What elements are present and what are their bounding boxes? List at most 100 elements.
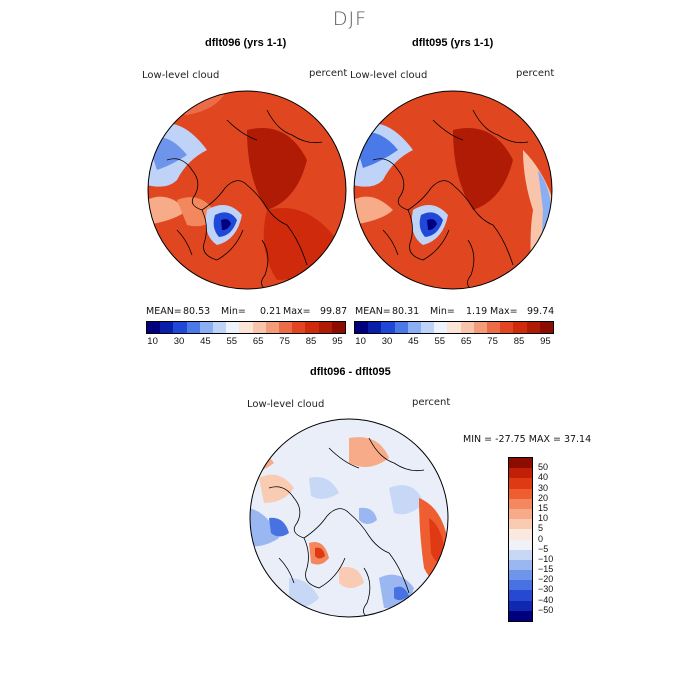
panel2-title: dflt095 (yrs 1-1) — [412, 37, 494, 49]
colorbar-tick-label: 65 — [252, 336, 264, 347]
colorbar-swatch — [434, 322, 448, 333]
colorbar-swatch — [509, 498, 532, 509]
diff-polar-map — [249, 418, 449, 618]
colorbar-swatch — [331, 322, 346, 333]
colorbar-swatch — [509, 610, 532, 621]
colorbar-tick-label: 95 — [540, 336, 551, 347]
panel2-min-value: 1.19 — [466, 306, 488, 317]
colorbar-swatch — [421, 322, 435, 333]
colorbar-swatch — [539, 322, 554, 333]
colorbar-swatch — [239, 322, 253, 333]
colorbar-swatch — [509, 458, 532, 469]
panel2-mean-label: MEAN= — [355, 306, 391, 317]
colorbar-swatch — [407, 322, 422, 333]
colorbar-swatch — [292, 322, 306, 333]
colorbar-swatch — [252, 322, 266, 333]
colorbar-tick-label: 30 — [381, 336, 393, 347]
colorbar-tick-label: 5 — [538, 523, 544, 534]
panel1-colorbar — [146, 321, 346, 334]
colorbar-swatch — [394, 322, 408, 333]
colorbar-tick-label: 0 — [538, 533, 544, 544]
colorbar-swatch — [509, 468, 532, 479]
colorbar-swatch — [355, 322, 369, 333]
colorbar-swatch — [509, 590, 532, 601]
panel2-min-label: Min= — [430, 306, 455, 317]
diff-title: dflt096 - dflt095 — [310, 366, 391, 378]
colorbar-tick-label: 30 — [538, 482, 549, 493]
panel2-variable-label: Low-level cloud — [350, 70, 428, 81]
colorbar-tick-label: 75 — [487, 336, 498, 347]
colorbar-tick-label: 50 — [538, 462, 549, 473]
panel1-mean-value: 80.53 — [183, 306, 211, 317]
colorbar-tick-label: 30 — [173, 336, 185, 347]
panel2-max-value: 99.74 — [527, 306, 555, 317]
colorbar-tick-label: 65 — [460, 336, 472, 347]
panel2-colorbar — [354, 321, 554, 334]
colorbar-tick-label: −10 — [538, 553, 554, 564]
colorbar-swatch — [160, 322, 174, 333]
panel1-title: dflt096 (yrs 1-1) — [205, 37, 287, 49]
colorbar-swatch — [147, 322, 161, 333]
colorbar-swatch — [509, 488, 532, 499]
colorbar-swatch — [509, 580, 532, 591]
diff-colorbar-labels: 50 40 30 20 15 10 5 0 −5 −10 −15 −20 −30 −40 −50 — [538, 457, 578, 620]
panel1-max-label: Max= — [283, 306, 311, 317]
colorbar-swatch — [226, 322, 240, 333]
colorbar-tick-label: 95 — [332, 336, 343, 347]
colorbar-swatch — [500, 322, 514, 333]
colorbar-swatch — [526, 322, 540, 333]
colorbar-tick-label: −15 — [538, 564, 554, 575]
panel2-mean-value: 80.31 — [392, 306, 420, 317]
diff-units-label: percent — [412, 397, 451, 408]
colorbar-tick-label: 45 — [200, 336, 211, 347]
colorbar-swatch — [509, 529, 532, 540]
colorbar-tick-label: 45 — [408, 336, 419, 347]
panel1-polar-map — [147, 90, 347, 290]
colorbar-tick-label: 15 — [538, 502, 549, 513]
colorbar-tick-label: −30 — [538, 584, 554, 595]
colorbar-swatch — [509, 549, 532, 560]
colorbar-tick-label: −50 — [538, 604, 554, 615]
colorbar-swatch — [513, 322, 527, 333]
colorbar-tick-label: 10 — [147, 336, 158, 347]
diff-min-max-text: MIN = -27.75 MAX = 37.14 — [463, 434, 592, 445]
panel1-min-value: 0.21 — [260, 306, 282, 317]
panel2-polar-map — [353, 90, 553, 290]
colorbar-tick-label: 85 — [513, 336, 525, 347]
colorbar-swatch — [213, 322, 227, 333]
panel1-mean-label: MEAN= — [146, 306, 182, 317]
colorbar-tick-label: 85 — [305, 336, 317, 347]
colorbar-swatch — [487, 322, 501, 333]
colorbar-swatch — [509, 600, 532, 611]
panel1-units-label: percent — [309, 68, 348, 79]
colorbar-tick-label: 75 — [279, 336, 290, 347]
colorbar-swatch — [368, 322, 382, 333]
colorbar-tick-label: 55 — [434, 336, 446, 347]
colorbar-swatch — [509, 570, 532, 581]
colorbar-swatch — [199, 322, 214, 333]
colorbar-swatch — [509, 539, 532, 550]
colorbar-swatch — [509, 508, 532, 520]
colorbar-tick-label: 40 — [538, 472, 549, 483]
colorbar-swatch — [173, 322, 187, 333]
colorbar-tick-label: 10 — [538, 513, 549, 524]
panel1-min-label: Min= — [221, 306, 246, 317]
panel2-max-label: Max= — [490, 306, 518, 317]
page-title: DJF — [332, 8, 368, 30]
panel1-max-value: 99.87 — [320, 306, 348, 317]
colorbar-tick-label: −40 — [538, 594, 554, 605]
colorbar-swatch — [279, 322, 293, 333]
colorbar-swatch — [265, 322, 280, 333]
colorbar-swatch — [447, 322, 461, 333]
colorbar-swatch — [381, 322, 395, 333]
colorbar-tick-label: 55 — [226, 336, 238, 347]
colorbar-swatch — [305, 322, 319, 333]
colorbar-swatch — [186, 322, 200, 333]
colorbar-swatch — [509, 559, 532, 571]
colorbar-swatch — [460, 322, 474, 333]
diff-colorbar — [508, 457, 533, 622]
colorbar-swatch — [473, 322, 488, 333]
panel1-variable-label: Low-level cloud — [142, 70, 220, 81]
colorbar-tick-label: −5 — [538, 543, 549, 554]
colorbar-tick-label: −20 — [538, 574, 554, 585]
